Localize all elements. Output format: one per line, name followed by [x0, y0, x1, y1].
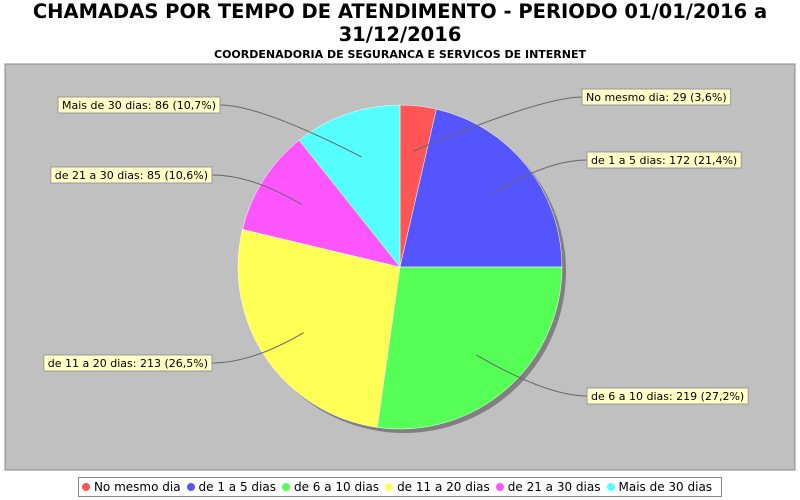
data-label: No mesmo dia: 29 (3,6%)	[586, 91, 727, 104]
legend-label: de 1 a 5 dias	[198, 480, 276, 494]
pie-slice	[242, 139, 401, 268]
label-leader	[491, 159, 588, 195]
data-label: de 21 a 30 dias: 85 (10,6%)	[55, 169, 208, 182]
data-label-group: Mais de 30 dias: 86 (10,7%)	[57, 96, 362, 158]
legend-item: de 1 a 5 dias	[186, 480, 276, 494]
data-label-group: de 6 a 10 dias: 219 (27,2%)	[476, 354, 749, 405]
data-label: de 11 a 20 dias: 213 (26,5%)	[48, 357, 208, 370]
data-label-group: de 21 a 30 dias: 85 (10,6%)	[50, 166, 302, 205]
label-box	[43, 354, 213, 372]
legend-label: de 6 a 10 dias	[293, 480, 380, 494]
label-leader	[219, 104, 362, 158]
data-label-group: de 1 a 5 dias: 172 (21,4%)	[491, 151, 742, 195]
label-leader	[211, 332, 304, 364]
pie-slice	[298, 104, 401, 268]
chart-subtitle: COORDENADORIA DE SEGURANCA E SERVICOS DE…	[214, 48, 586, 61]
pie-slice	[237, 229, 401, 428]
legend-label: de 21 a 30 dias	[507, 480, 601, 494]
data-label: de 1 a 5 dias: 172 (21,4%)	[591, 154, 737, 167]
label-box	[586, 387, 749, 405]
legend-marker	[606, 483, 615, 491]
label-box	[581, 88, 732, 106]
legend-label: No mesmo dia	[93, 480, 181, 494]
label-box	[50, 166, 213, 184]
legend-item: No mesmo dia	[81, 480, 181, 494]
label-box	[586, 151, 742, 169]
data-label-group: de 11 a 20 dias: 213 (26,5%)	[43, 332, 304, 372]
legend-marker	[81, 483, 90, 491]
legend-label: de 11 a 20 dias	[397, 480, 490, 494]
pie-slice	[399, 108, 563, 268]
legend-item: Mais de 30 dias	[606, 480, 713, 494]
pie-slice	[377, 266, 563, 430]
label-box	[57, 96, 221, 114]
data-label: Mais de 30 dias: 86 (10,7%)	[62, 99, 216, 112]
legend-label: Mais de 30 dias	[618, 480, 713, 494]
legend-item: de 11 a 20 dias	[385, 480, 490, 494]
label-leader	[211, 174, 302, 205]
chart-title: CHAMADAS POR TEMPO DE ATENDIMENTO - PERI…	[32, 0, 768, 46]
legend-box: No mesmo dia de 1 a 5 dias de 6 a 10 dias d…	[77, 477, 723, 497]
label-leader	[476, 354, 588, 397]
legend-marker	[495, 483, 504, 491]
legend-marker	[385, 483, 394, 491]
legend-marker	[186, 483, 195, 491]
legend-item: de 21 a 30 dias	[495, 480, 601, 494]
legend-item: de 6 a 10 dias	[281, 480, 380, 494]
data-label-group: No mesmo dia: 29 (3,6%)	[412, 88, 732, 152]
data-label: de 6 a 10 dias: 219 (27,2%)	[591, 390, 744, 403]
legend-marker	[281, 483, 290, 491]
label-leader	[412, 96, 583, 152]
legend: No mesmo dia de 1 a 5 dias de 6 a 10 dias d…	[0, 477, 800, 497]
